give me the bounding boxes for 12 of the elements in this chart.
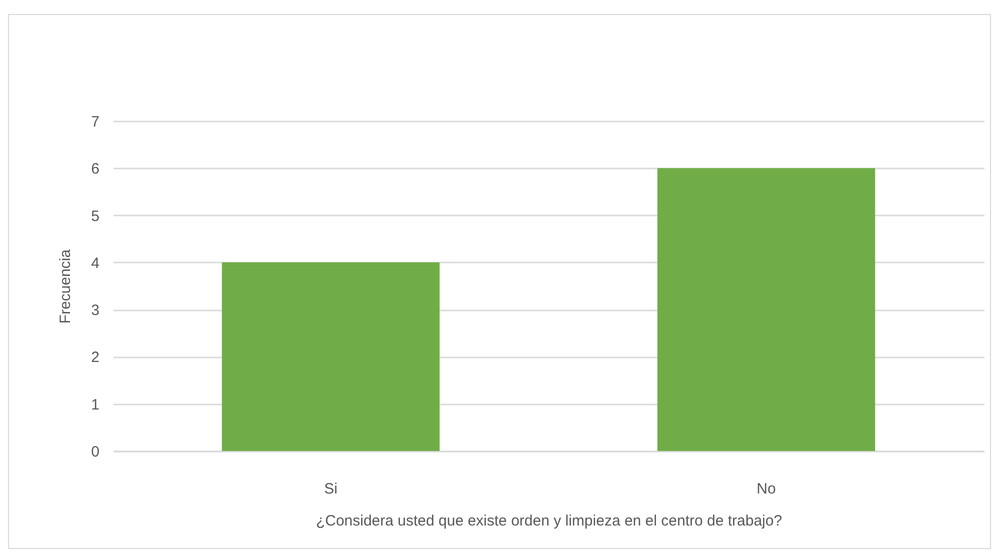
y-tick-label: 3 [91,302,100,320]
y-tick-label: 2 [91,349,100,366]
x-tick-label: Si [324,480,338,498]
y-tick-label: 5 [91,208,100,225]
x-tick-label: No [756,480,776,498]
y-tick-label: 1 [91,396,100,414]
x-axis-title: ¿Considera usted que existe orden y limpieza en el centro de trabajo? [316,512,782,530]
y-tick-label: 0 [91,444,100,460]
y-tick-label: 7 [91,114,100,130]
y-tick-label: 6 [91,160,100,178]
y-axis-title: Frecuencia [57,248,74,324]
y-tick-label: 4 [91,254,100,272]
